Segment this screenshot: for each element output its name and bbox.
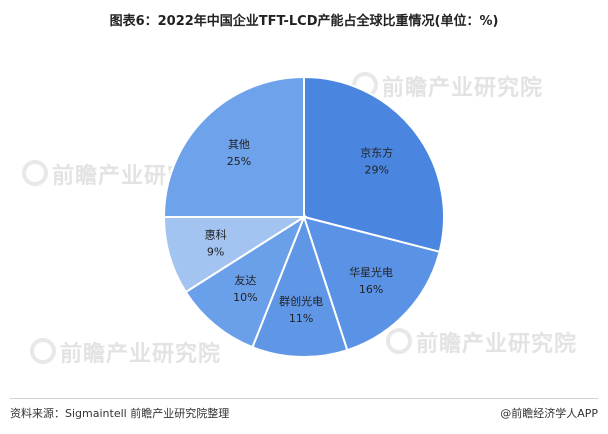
pie-slice-3 [184, 214, 307, 349]
watermark-logo-icon [30, 338, 56, 364]
pie-slice-0 [303, 75, 445, 254]
slice-name-label: 其他 [228, 138, 250, 151]
watermark: 前瞻产业研究院 [416, 332, 578, 357]
slice-value-label: 11% [289, 312, 313, 325]
slice-value-label: 25% [227, 155, 251, 168]
chart-title: 图表6：2022年中国企业TFT-LCD产能占全球比重情况(单位：%) [109, 14, 499, 29]
slice-name-label: 惠科 [205, 228, 227, 242]
watermark-logo-icon [386, 328, 412, 354]
pie-slice-2 [251, 214, 349, 358]
watermark: 前瞻产业研究院 [60, 342, 222, 367]
source-note: 资料来源：Sigmaintell 前瞻产业研究院整理 [10, 407, 230, 420]
watermark: 前瞻产业研究院 [382, 76, 544, 101]
pie-slice-1 [302, 215, 441, 352]
brand-credit: @前瞻经济学人APP [500, 407, 598, 420]
slice-name-label: 友达 [234, 273, 256, 287]
slice-value-label: 10% [233, 291, 257, 304]
footer-divider [10, 398, 598, 399]
slice-name-label: 群创光电 [279, 294, 323, 308]
slice-value-label: 9% [207, 246, 224, 259]
watermark-logo-icon [22, 160, 48, 186]
slice-value-label: 16% [359, 283, 383, 296]
slice-name-label: 华星光电 [349, 265, 393, 279]
pie-slice-5 [162, 75, 305, 218]
slice-name-label: 京东方 [360, 146, 393, 160]
slice-value-label: 29% [364, 164, 388, 177]
pie-slice-4 [162, 216, 308, 294]
